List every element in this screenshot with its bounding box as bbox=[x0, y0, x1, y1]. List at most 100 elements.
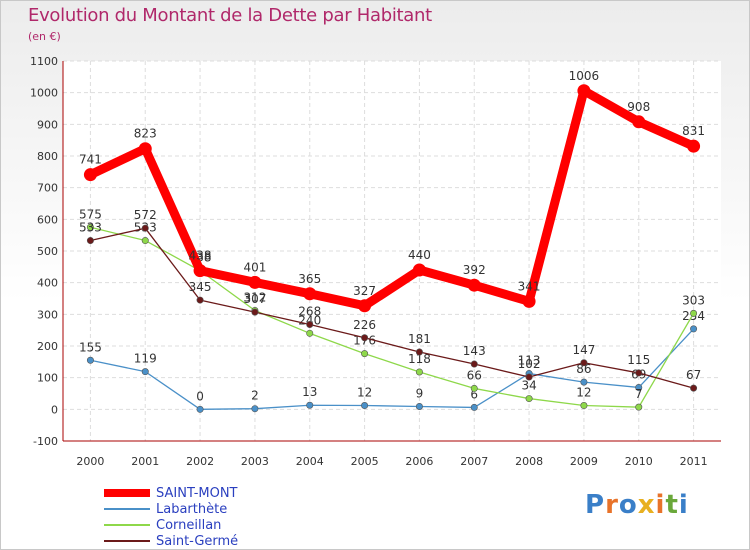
data-label: 831 bbox=[682, 124, 705, 138]
y-tick-label: 100 bbox=[37, 372, 58, 385]
data-label: 181 bbox=[408, 332, 431, 346]
series-line bbox=[89, 227, 695, 389]
data-label: 34 bbox=[521, 379, 536, 393]
x-tick-label: 2009 bbox=[570, 455, 598, 468]
data-label: 823 bbox=[134, 127, 157, 141]
data-label: 0 bbox=[196, 389, 204, 403]
legend-item: Labarthète bbox=[104, 501, 227, 517]
data-label: 365 bbox=[298, 272, 321, 286]
data-point bbox=[306, 401, 314, 409]
data-point bbox=[632, 115, 646, 129]
series-line bbox=[89, 328, 695, 410]
legend-label: SAINT-MONT bbox=[156, 485, 238, 501]
legend-label: Saint-Germé bbox=[156, 533, 239, 549]
data-label: 143 bbox=[463, 344, 486, 358]
data-label: 908 bbox=[627, 100, 650, 114]
data-label: 102 bbox=[518, 357, 541, 371]
data-label: 575 bbox=[79, 207, 102, 221]
legend-swatch bbox=[104, 508, 150, 510]
x-tick-label: 2010 bbox=[625, 455, 653, 468]
data-point bbox=[306, 320, 314, 328]
legend-label: Labarthète bbox=[156, 501, 228, 517]
data-point bbox=[86, 237, 94, 245]
data-point bbox=[193, 264, 207, 278]
y-tick-label: 400 bbox=[37, 277, 58, 290]
data-label: 741 bbox=[79, 153, 102, 167]
data-label: 226 bbox=[353, 318, 376, 332]
data-label: 115 bbox=[627, 353, 650, 367]
data-label: 6 bbox=[470, 387, 478, 401]
data-label: 401 bbox=[243, 260, 266, 274]
legend-swatch bbox=[104, 540, 150, 542]
data-point bbox=[467, 278, 481, 292]
data-label: 312 bbox=[243, 291, 266, 305]
logo-letter: r bbox=[605, 490, 619, 520]
data-label: 155 bbox=[79, 340, 102, 354]
x-tick-label: 2004 bbox=[296, 455, 324, 468]
x-tick-label: 2000 bbox=[76, 455, 104, 468]
data-point bbox=[525, 373, 533, 381]
data-point bbox=[415, 402, 423, 410]
data-label: 9 bbox=[416, 386, 424, 400]
logo-letter: o bbox=[618, 490, 638, 520]
data-label: 7 bbox=[635, 387, 643, 401]
data-point bbox=[306, 329, 314, 337]
data-point bbox=[251, 308, 259, 316]
data-label: 66 bbox=[467, 368, 482, 382]
data-point bbox=[470, 403, 478, 411]
logo-letter: P bbox=[585, 490, 606, 520]
data-point bbox=[141, 224, 149, 232]
logo-letter: t bbox=[665, 490, 679, 520]
x-tick-label: 2005 bbox=[351, 455, 379, 468]
data-point bbox=[690, 325, 698, 333]
data-point bbox=[690, 309, 698, 317]
data-point bbox=[196, 296, 204, 304]
data-label: 118 bbox=[408, 352, 431, 366]
data-label: 13 bbox=[302, 385, 317, 399]
y-tick-label: 700 bbox=[37, 182, 58, 195]
x-tick-label: 2006 bbox=[405, 455, 433, 468]
data-point bbox=[83, 168, 97, 182]
logo-letter: i bbox=[655, 490, 666, 520]
legend-item: SAINT-MONT bbox=[104, 485, 238, 501]
chart-title: Evolution du Montant de la Dette par Hab… bbox=[28, 5, 432, 26]
legend-item: Corneillan bbox=[104, 517, 221, 533]
data-point bbox=[196, 405, 204, 413]
data-point bbox=[361, 334, 369, 342]
data-point bbox=[577, 84, 591, 98]
data-point bbox=[361, 350, 369, 358]
data-point bbox=[415, 368, 423, 376]
x-tick-label: 2002 bbox=[186, 455, 214, 468]
data-point bbox=[86, 223, 94, 231]
data-label: 268 bbox=[298, 304, 321, 318]
data-label: 438 bbox=[189, 249, 212, 263]
legend-item: Saint-Germé bbox=[104, 533, 238, 549]
data-point bbox=[358, 299, 372, 313]
data-label: 341 bbox=[518, 279, 541, 293]
legend-label: Corneillan bbox=[156, 517, 222, 533]
data-point bbox=[635, 369, 643, 377]
legend-swatch bbox=[104, 489, 150, 497]
y-tick-label: 800 bbox=[37, 150, 58, 163]
data-point bbox=[580, 359, 588, 367]
data-point bbox=[470, 360, 478, 368]
y-tick-label: 600 bbox=[37, 213, 58, 226]
data-point bbox=[141, 237, 149, 245]
y-tick-label: 500 bbox=[37, 245, 58, 258]
data-point bbox=[470, 384, 478, 392]
data-label: 572 bbox=[134, 208, 157, 222]
y-tick-label: 200 bbox=[37, 340, 58, 353]
data-point bbox=[86, 356, 94, 364]
data-label: 113 bbox=[518, 354, 541, 368]
y-tick-label: 1100 bbox=[30, 55, 58, 68]
x-tick-label: 2011 bbox=[680, 455, 708, 468]
data-point bbox=[412, 263, 426, 277]
logo-letter: x bbox=[637, 490, 656, 520]
data-point bbox=[415, 348, 423, 356]
data-label: 86 bbox=[576, 362, 591, 376]
logo-letter: i bbox=[678, 490, 689, 520]
y-tick-label: 1000 bbox=[30, 87, 58, 100]
x-tick-label: 2003 bbox=[241, 455, 269, 468]
